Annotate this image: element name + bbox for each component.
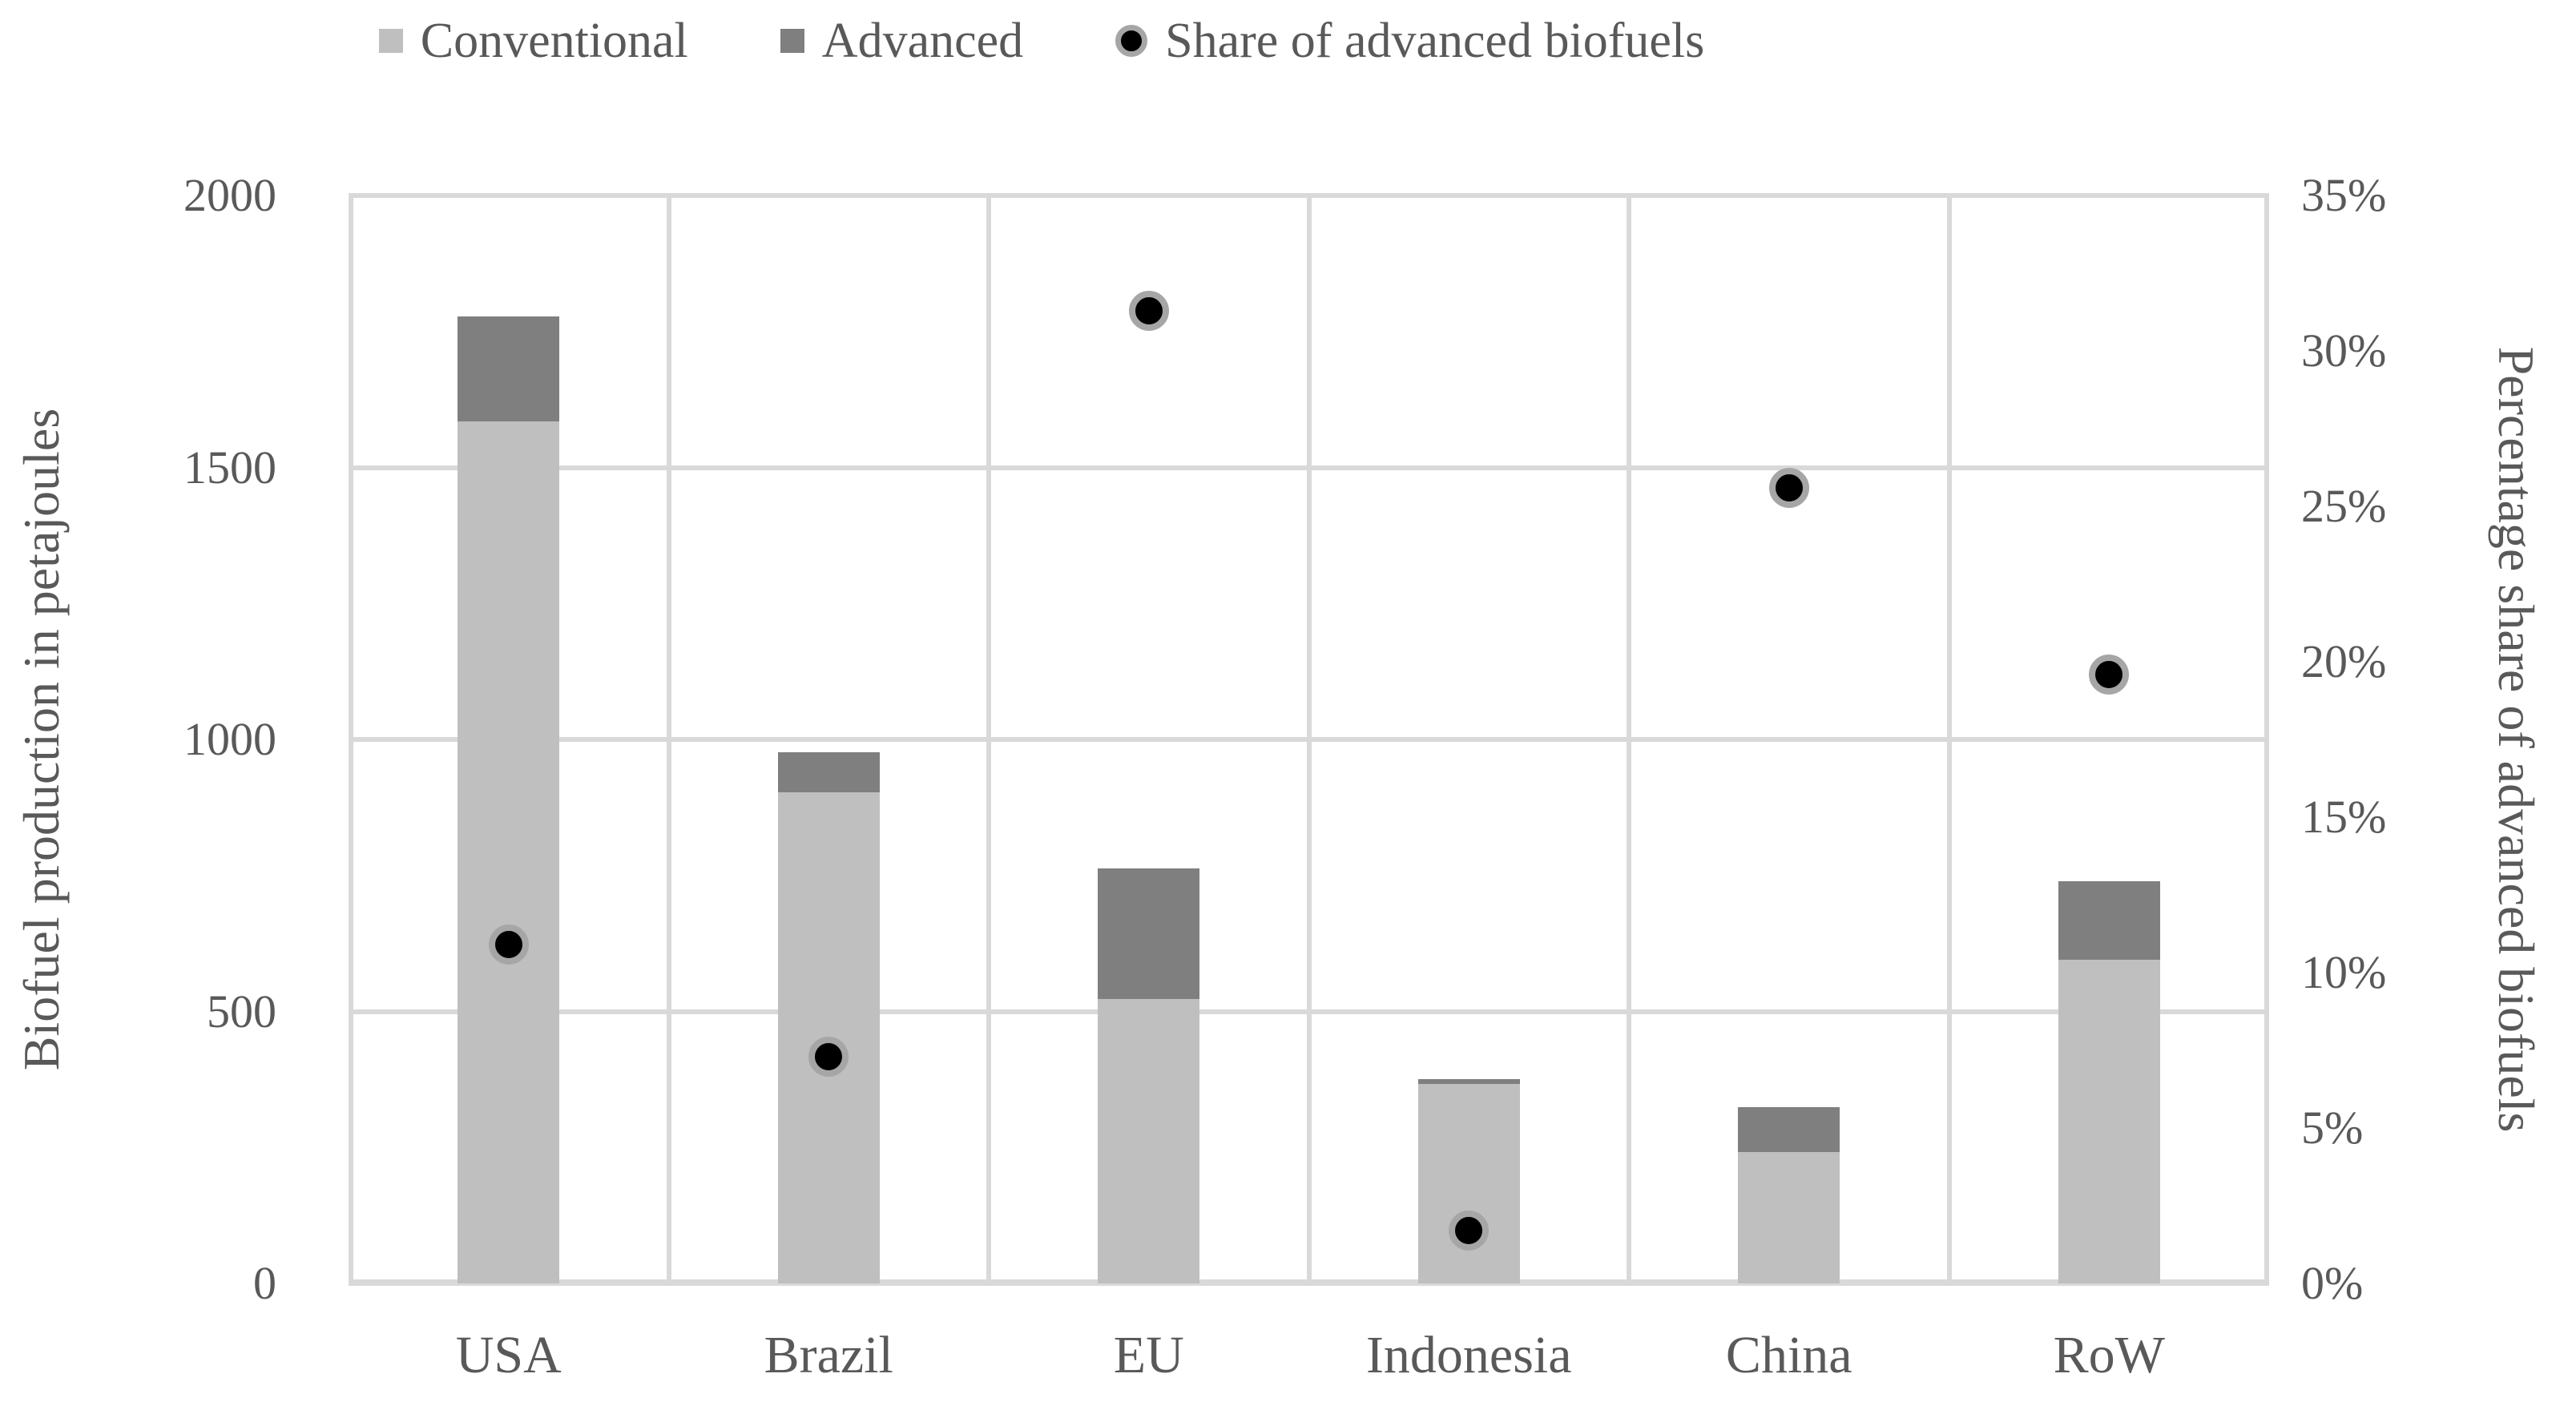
bar-advanced-indonesia bbox=[1417, 1078, 1520, 1084]
conventional-swatch-icon bbox=[378, 29, 403, 53]
bar-advanced-usa bbox=[458, 316, 560, 421]
left-tick-label: 1500 bbox=[183, 441, 276, 493]
bar-conventional-row bbox=[2058, 960, 2160, 1283]
advanced-swatch-icon bbox=[780, 29, 804, 53]
right-axis-title: Percentage share of advanced biofuels bbox=[2488, 346, 2545, 1133]
left-tick-label: 2000 bbox=[183, 169, 276, 221]
bar-advanced-eu bbox=[1098, 868, 1200, 999]
legend-item-conventional: Conventional bbox=[378, 13, 688, 70]
right-tick-label: 15% bbox=[2301, 791, 2387, 843]
legend-label-advanced: Advanced bbox=[821, 13, 1024, 68]
horizontal-gridline bbox=[349, 1009, 2269, 1014]
right-tick-label: 10% bbox=[2301, 946, 2387, 998]
bar-conventional-indonesia bbox=[1417, 1083, 1520, 1283]
bar-conventional-eu bbox=[1098, 998, 1200, 1283]
bar-advanced-brazil bbox=[777, 751, 880, 792]
legend-label-share: Share of advanced biofuels bbox=[1165, 13, 1705, 68]
right-tick-label: 35% bbox=[2301, 169, 2387, 221]
right-tick-label: 20% bbox=[2301, 635, 2387, 687]
category-label-brazil: Brazil bbox=[764, 1326, 893, 1384]
right-tick-label: 25% bbox=[2301, 480, 2387, 532]
legend-item-share: Share of advanced biofuels bbox=[1115, 13, 1704, 70]
share-dot-icon bbox=[1115, 25, 1148, 57]
share-marker-china bbox=[1768, 467, 1809, 508]
left-axis-title: Biofuel production in petajoules bbox=[13, 408, 70, 1071]
legend-label-conventional: Conventional bbox=[420, 13, 688, 68]
share-marker-indonesia bbox=[1449, 1211, 1490, 1251]
category-label-row: RoW bbox=[2053, 1326, 2165, 1384]
bar-advanced-row bbox=[2058, 881, 2160, 960]
category-label-usa: USA bbox=[455, 1326, 562, 1384]
horizontal-gridline bbox=[349, 737, 2269, 742]
category-axis-labels: USA Brazil EU Indonesia China RoW bbox=[349, 1323, 2269, 1412]
left-axis-ticks: 0 500 1000 1500 2000 bbox=[0, 172, 312, 1307]
horizontal-gridline bbox=[349, 193, 2269, 198]
share-marker-row bbox=[2089, 654, 2130, 695]
bar-conventional-china bbox=[1738, 1151, 1840, 1283]
category-label-indonesia: Indonesia bbox=[1365, 1326, 1572, 1384]
share-marker-eu bbox=[1128, 290, 1169, 331]
category-label-eu: EU bbox=[1113, 1326, 1184, 1384]
left-tick-label: 1000 bbox=[183, 713, 276, 765]
left-tick-label: 0 bbox=[253, 1257, 276, 1309]
share-marker-brazil bbox=[808, 1036, 849, 1077]
right-tick-label: 0% bbox=[2301, 1257, 2364, 1309]
category-label-china: China bbox=[1725, 1326, 1852, 1384]
chart-legend: Conventional Advanced Share of advanced … bbox=[200, 5, 1883, 77]
bar-advanced-china bbox=[1738, 1107, 1840, 1152]
right-tick-label: 30% bbox=[2301, 324, 2387, 377]
legend-item-advanced: Advanced bbox=[780, 13, 1023, 70]
horizontal-gridline bbox=[349, 465, 2269, 470]
right-axis-ticks: 0% 5% 10% 15% 20% 25% 30% 35% bbox=[2301, 172, 2534, 1307]
plot-area bbox=[349, 193, 2269, 1286]
right-tick-label: 5% bbox=[2301, 1102, 2364, 1154]
left-tick-label: 500 bbox=[207, 985, 276, 1037]
horizontal-gridline bbox=[349, 1279, 2269, 1286]
bar-conventional-usa bbox=[458, 421, 560, 1283]
share-marker-usa bbox=[488, 925, 529, 965]
